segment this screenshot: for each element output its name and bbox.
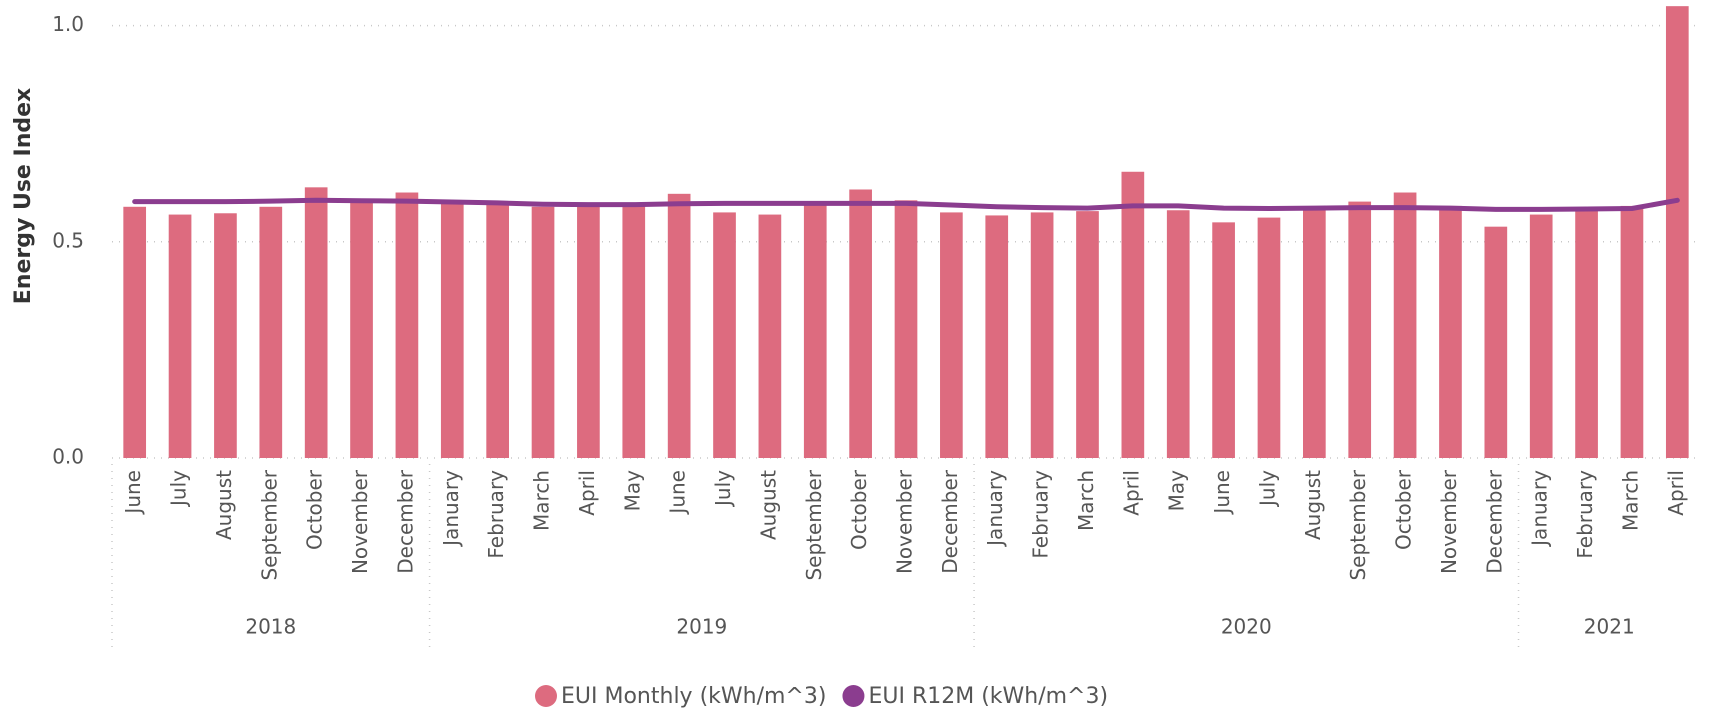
x-tick-label: July (1255, 470, 1279, 508)
year-label: 2018 (245, 615, 296, 639)
x-tick-label: November (348, 469, 372, 574)
legend-swatch (535, 685, 557, 707)
x-tick-label: November (1437, 469, 1461, 574)
legend-swatch (842, 685, 865, 707)
bar (1484, 226, 1508, 458)
bar (713, 212, 736, 458)
bar (577, 204, 600, 458)
x-tick-label: December (393, 469, 417, 573)
y-tick-label: 0.5 (52, 228, 84, 252)
bar (1076, 211, 1099, 458)
x-tick-label: September (257, 469, 281, 580)
y-tick-label: 1.0 (52, 12, 84, 36)
bar (1529, 214, 1553, 458)
x-tick-label: October (847, 469, 871, 550)
bar (667, 193, 691, 458)
x-tick-label: September (802, 469, 826, 580)
bar (985, 215, 1009, 458)
bar (1439, 205, 1462, 458)
x-tick-label: November (893, 469, 917, 574)
x-tick-label: June (666, 470, 690, 516)
bar (350, 201, 373, 459)
x-tick-label: August (212, 470, 236, 540)
x-tick-label: March (530, 470, 554, 531)
bar (395, 192, 419, 458)
bar (168, 214, 192, 458)
year-label: 2020 (1221, 615, 1272, 639)
x-tick-label: February (1573, 470, 1597, 559)
x-tick-label: January (1528, 470, 1552, 548)
x-tick-label: June (121, 470, 145, 516)
x-tick-label: April (575, 470, 599, 516)
x-tick-label: December (938, 469, 962, 573)
x-tick-label: March (1074, 470, 1098, 531)
x-tick-label: February (484, 470, 508, 559)
bar (758, 214, 782, 458)
bar (440, 201, 464, 459)
bar (1393, 192, 1417, 458)
x-tick-label: December (1482, 469, 1506, 573)
line (132, 197, 1680, 212)
bar (486, 202, 509, 458)
x-tick-label: June (1210, 470, 1234, 516)
legend-label: EUI R12M (kWh/m^3) (868, 684, 1108, 709)
bar (1303, 206, 1326, 458)
bar (803, 203, 827, 458)
x-tick-label: April (1119, 470, 1143, 516)
legend-label: EUI Monthly (kWh/m^3) (561, 684, 826, 709)
legend: EUI Monthly (kWh/m^3) EUI R12M (kWh/m^3) (535, 684, 1108, 709)
year-label: 2019 (676, 615, 727, 639)
bar (1166, 210, 1190, 458)
bar (123, 206, 147, 458)
x-tick-label: March (1618, 470, 1642, 531)
x-tick-label: August (756, 470, 780, 540)
bar (304, 187, 328, 458)
x-tick-label: January (439, 470, 463, 548)
y-axis-title: Energy Use Index (11, 88, 36, 304)
x-tick-label: September (1346, 469, 1370, 580)
x-tick-label: July (711, 470, 735, 508)
bar (531, 206, 555, 458)
bar (1575, 208, 1598, 458)
bar (849, 189, 872, 458)
bar (1121, 171, 1145, 459)
x-tick-label: February (1029, 470, 1053, 559)
x-tick-label: October (303, 469, 327, 550)
bar (259, 206, 283, 458)
bar (1665, 6, 1689, 459)
bar (940, 212, 963, 458)
x-tick-label: April (1664, 470, 1688, 516)
x-tick-label: January (983, 470, 1007, 548)
x-tick-label: July (167, 470, 191, 508)
bar (1620, 205, 1644, 458)
x-tick-label: May (620, 470, 644, 512)
x-tick-label: May (1165, 470, 1189, 512)
bar (622, 203, 646, 458)
x-tick-label: October (1392, 469, 1416, 550)
bar (214, 213, 237, 458)
bar (1212, 222, 1235, 458)
year-label: 2021 (1584, 615, 1635, 639)
bar (1348, 201, 1372, 459)
y-tick-label: 0.0 (52, 445, 84, 469)
x-tick-label: August (1301, 470, 1325, 540)
bar (1030, 212, 1054, 458)
bar (894, 200, 918, 458)
bar (1257, 217, 1281, 458)
